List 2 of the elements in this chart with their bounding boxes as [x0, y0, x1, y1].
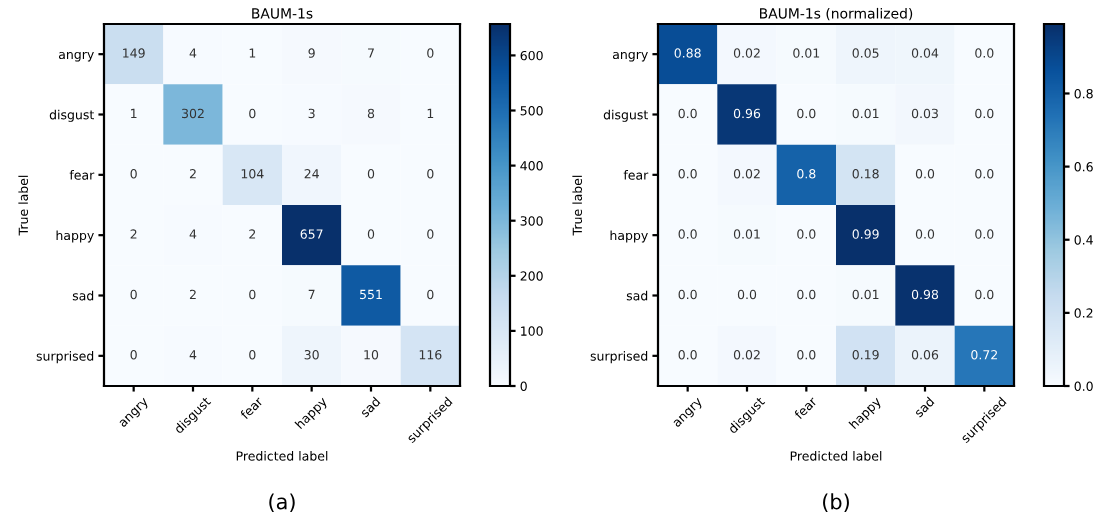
text: (a) [269, 493, 295, 512]
text: (b) [823, 493, 849, 512]
